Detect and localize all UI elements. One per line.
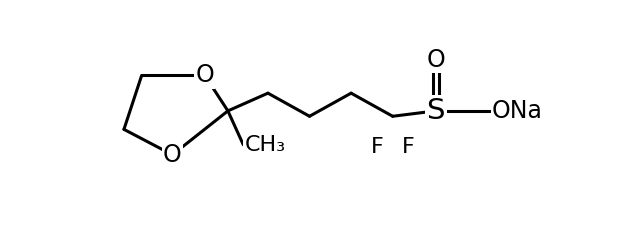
Text: ONa: ONa xyxy=(492,99,543,123)
Text: F: F xyxy=(371,137,383,157)
Text: CH₃: CH₃ xyxy=(244,135,285,155)
Text: S: S xyxy=(426,97,445,125)
Text: O: O xyxy=(195,64,214,88)
Text: O: O xyxy=(163,143,182,167)
Text: F: F xyxy=(402,137,415,157)
Text: O: O xyxy=(426,48,445,72)
